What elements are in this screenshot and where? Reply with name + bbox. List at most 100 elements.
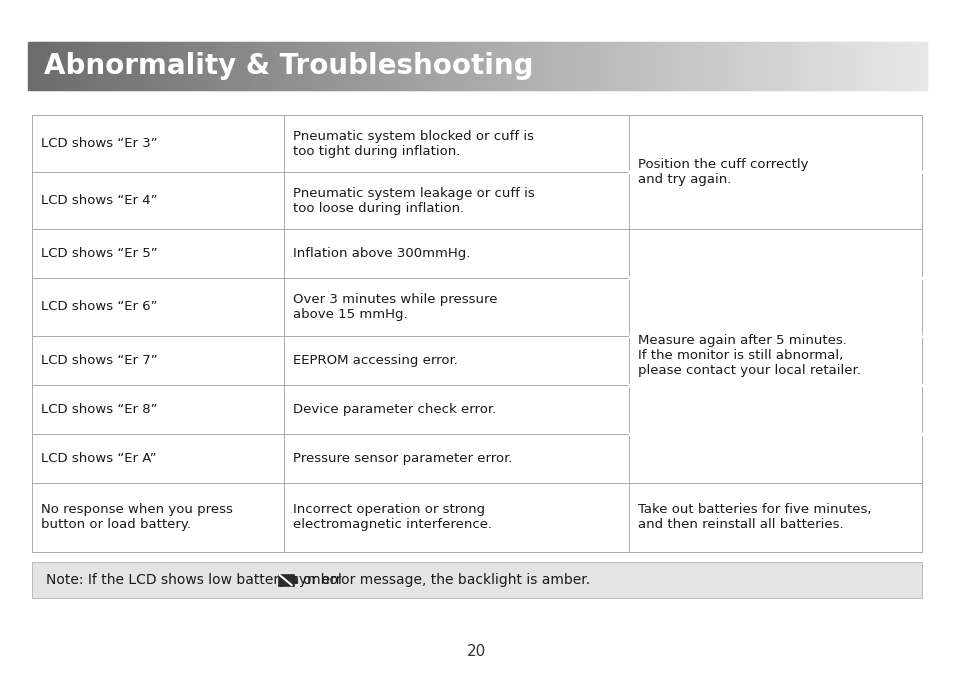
Bar [330,42,334,90]
Text: Abnormality & Troubleshooting: Abnormality & Troubleshooting [44,52,533,80]
Bar [527,42,532,90]
Bar [405,42,409,90]
Bar [719,42,722,90]
Text: Inflation above 300mmHg.: Inflation above 300mmHg. [293,248,470,261]
Bar [584,42,588,90]
Bar [608,42,612,90]
Bar [360,42,364,90]
Bar [151,42,154,90]
Bar [461,42,465,90]
Bar [836,42,840,90]
Bar [32,562,921,598]
Bar [288,42,293,90]
Bar [755,42,759,90]
Bar [72,42,77,90]
Bar [781,42,785,90]
Bar [390,42,394,90]
Bar [686,42,690,90]
Bar [653,42,657,90]
Bar [297,42,301,90]
Bar [823,42,827,90]
Bar [832,42,837,90]
Bar [572,42,577,90]
Bar [539,42,543,90]
Bar [671,42,675,90]
Bar [728,42,732,90]
Bar [674,42,678,90]
Bar [545,42,549,90]
Bar [213,42,217,90]
Bar [279,42,283,90]
Text: LCD shows “Er 7”: LCD shows “Er 7” [41,353,157,366]
Bar [569,42,573,90]
Bar [877,42,882,90]
Bar [479,42,483,90]
Bar [850,42,854,90]
Bar [895,42,899,90]
Bar [534,42,537,90]
Bar [904,42,908,90]
Bar [700,42,705,90]
Bar [354,42,358,90]
Bar [881,42,884,90]
Bar [558,42,561,90]
Bar [443,42,448,90]
Bar [250,42,253,90]
Bar [724,42,729,90]
Bar [492,42,496,90]
Bar [456,42,459,90]
Bar [860,42,863,90]
Bar [847,42,851,90]
Text: Take out batteries for five minutes,
and then reinstall all batteries.: Take out batteries for five minutes, and… [638,503,871,531]
Text: Position the cuff correctly
and try again.: Position the cuff correctly and try agai… [638,158,808,186]
Bar [46,42,50,90]
Bar [315,42,319,90]
Bar [776,42,780,90]
Bar [416,42,420,90]
Bar [100,42,104,90]
Bar [910,42,914,90]
Bar [135,42,139,90]
Bar [766,42,771,90]
Bar [372,42,375,90]
Bar [902,42,905,90]
Bar [127,42,131,90]
Bar [327,42,331,90]
Bar [294,42,298,90]
Bar [898,42,902,90]
Bar [395,42,399,90]
Bar [560,42,564,90]
Text: LCD shows “Er 5”: LCD shows “Er 5” [41,248,157,261]
Bar [563,42,567,90]
Text: 20: 20 [467,644,486,659]
Bar [76,42,80,90]
Bar [43,42,47,90]
Bar [294,577,296,583]
Bar [856,42,861,90]
Bar [333,42,337,90]
Bar [312,42,316,90]
Bar [650,42,654,90]
Bar [865,42,869,90]
Bar [414,42,417,90]
Bar [70,42,73,90]
Bar [51,42,56,90]
Text: No response when you press
button or load battery.: No response when you press button or loa… [41,503,233,531]
Bar [234,42,238,90]
Bar [345,42,349,90]
Bar [524,42,528,90]
Bar [713,42,717,90]
Bar [468,42,472,90]
Bar [300,42,304,90]
Bar [471,42,475,90]
Bar [614,42,618,90]
Bar [510,42,514,90]
Bar [763,42,767,90]
Bar [537,42,540,90]
Bar [883,42,887,90]
Bar [195,42,199,90]
Bar [124,42,128,90]
Bar [626,42,630,90]
Bar [276,42,280,90]
Bar [243,42,247,90]
